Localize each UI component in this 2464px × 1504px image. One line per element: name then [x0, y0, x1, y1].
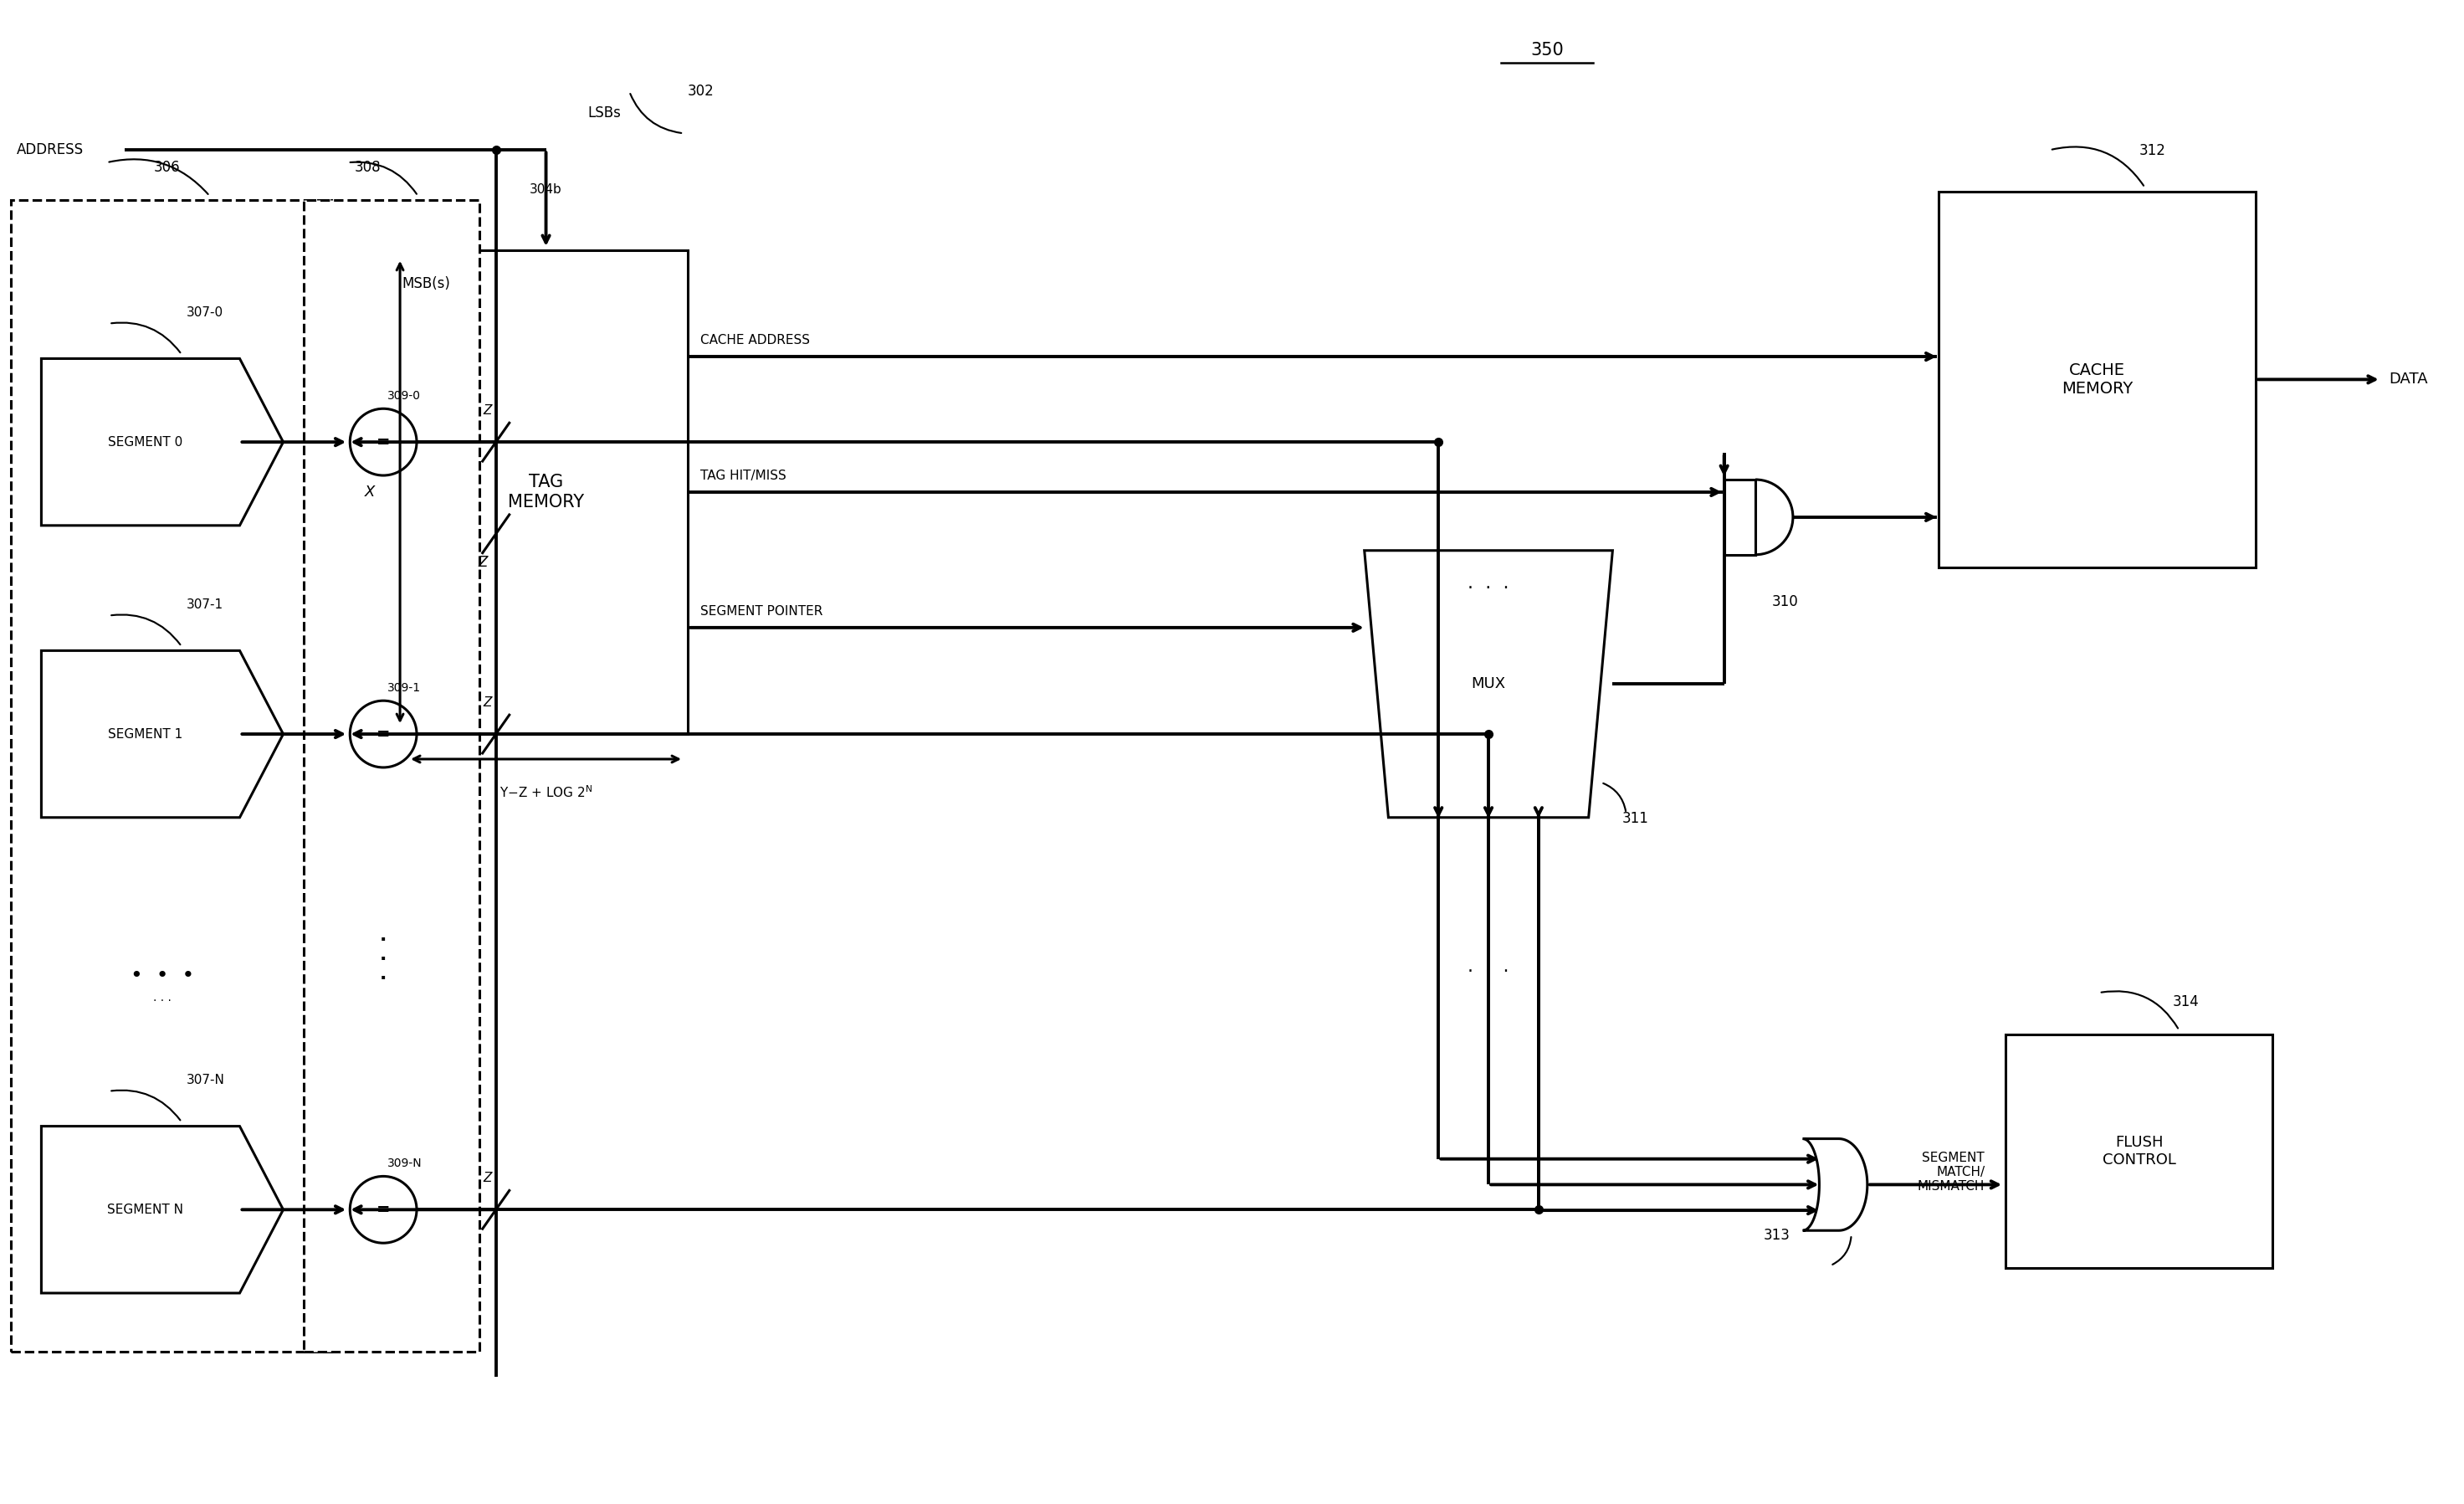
Text: =: =	[377, 726, 389, 741]
Bar	[303, 200, 478, 1352]
Text: 312: 312	[2139, 143, 2166, 158]
Text: 302: 302	[687, 84, 715, 99]
Text: 311: 311	[1621, 811, 1648, 826]
Text: SEGMENT POINTER: SEGMENT POINTER	[700, 605, 823, 618]
Text: Z: Z	[478, 555, 488, 570]
Polygon shape	[1365, 550, 1611, 818]
Text: Z: Z	[483, 696, 493, 708]
Text: MUX: MUX	[1471, 677, 1506, 692]
Text: X: X	[365, 484, 375, 499]
Bar	[1939, 191, 2257, 567]
Text: =: =	[377, 435, 389, 450]
Text: LSBs: LSBs	[589, 105, 621, 120]
Text: CACHE
MEMORY: CACHE MEMORY	[2062, 362, 2134, 397]
Text: 314: 314	[2173, 994, 2198, 1009]
Text: ADDRESS: ADDRESS	[17, 143, 84, 158]
Text: · · ·: · · ·	[153, 996, 172, 1006]
Polygon shape	[1804, 1139, 1868, 1230]
Bar	[10, 200, 333, 1352]
Text: CACHE ADDRESS: CACHE ADDRESS	[700, 334, 811, 346]
Text: SEGMENT 1: SEGMENT 1	[108, 728, 182, 740]
Text: 304b: 304b	[530, 183, 562, 196]
Text: =: =	[377, 1202, 389, 1218]
Text: SEGMENT
MATCH/
MISMATCH: SEGMENT MATCH/ MISMATCH	[1917, 1151, 1986, 1193]
Text: Y$-$Z + LOG 2$^{\mathregular{N}}$: Y$-$Z + LOG 2$^{\mathregular{N}}$	[500, 784, 591, 800]
Text: 307-0: 307-0	[187, 305, 224, 319]
Text: ·  ·  ·: · · ·	[1469, 579, 1508, 597]
Polygon shape	[42, 358, 283, 525]
Text: TAG HIT/MISS: TAG HIT/MISS	[700, 469, 786, 483]
Text: ·  ·  ·: · · ·	[1469, 964, 1508, 981]
Text: FLUSH
CONTROL: FLUSH CONTROL	[2102, 1136, 2176, 1167]
Text: 308: 308	[355, 159, 379, 174]
Text: •  •  •: • • •	[131, 966, 195, 987]
Polygon shape	[42, 651, 283, 818]
Text: SEGMENT 0: SEGMENT 0	[108, 436, 182, 448]
Text: MSB(s): MSB(s)	[402, 275, 451, 292]
Text: 313: 313	[1764, 1227, 1791, 1242]
Text: 350: 350	[1530, 42, 1565, 59]
Text: 309-0: 309-0	[387, 390, 421, 402]
Polygon shape	[1725, 480, 1754, 555]
Text: 306: 306	[153, 159, 180, 174]
Text: TAG
MEMORY: TAG MEMORY	[508, 474, 584, 510]
Text: ·
·
·: · · ·	[379, 931, 387, 987]
Bar	[2006, 1035, 2272, 1268]
Text: Z: Z	[483, 405, 493, 417]
Text: 307-1: 307-1	[187, 599, 224, 611]
Bar	[404, 250, 687, 734]
Text: 309-1: 309-1	[387, 683, 421, 693]
Text: DATA: DATA	[2390, 371, 2430, 387]
Text: SEGMENT N: SEGMENT N	[108, 1203, 182, 1215]
Polygon shape	[42, 1126, 283, 1293]
Text: Z: Z	[483, 1172, 493, 1185]
Text: 307-N: 307-N	[187, 1074, 224, 1086]
Text: 310: 310	[1772, 594, 1799, 609]
Text: 309-N: 309-N	[387, 1158, 421, 1170]
